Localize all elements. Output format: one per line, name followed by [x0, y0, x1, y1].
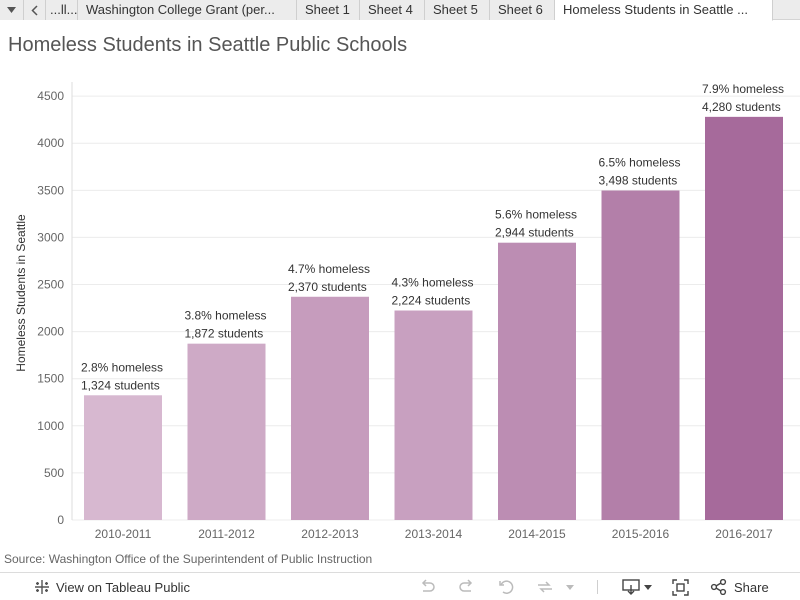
- y-tick-label: 4500: [37, 89, 64, 103]
- x-tick-label: 2013-2014: [405, 527, 463, 541]
- refresh-button[interactable]: [536, 573, 554, 600]
- x-axis-ticks: 2010-2011 2011-2012 2012-2013 2013-2014 2014…: [95, 527, 773, 541]
- x-tick-label: 2010-2011: [95, 527, 152, 541]
- y-tick-label: 3500: [37, 183, 64, 197]
- sheet-tab-1[interactable]: Washington College Grant (per...: [78, 0, 297, 20]
- bar[interactable]: [291, 296, 369, 520]
- y-tick-label: 3000: [37, 230, 64, 244]
- bar-label-count: 2,944 students: [495, 226, 574, 240]
- triangle-down-icon: [7, 7, 16, 13]
- refresh-icon: [538, 581, 552, 593]
- bar-label-count: 4,280 students: [702, 100, 781, 114]
- view-on-tableau-public-link[interactable]: View on Tableau Public: [34, 573, 190, 600]
- bar-label-count: 2,224 students: [392, 294, 471, 308]
- x-tick-label: 2014-2015: [508, 527, 566, 541]
- bar-label-percent: 3.8% homeless: [185, 309, 267, 323]
- y-axis-label: Homeless Students in Seattle: [14, 214, 28, 372]
- y-tick-label: 500: [44, 466, 64, 480]
- y-tick-label: 1500: [37, 372, 64, 386]
- redo-button[interactable]: [458, 573, 476, 600]
- chart-title: Homeless Students in Seattle Public Scho…: [8, 34, 408, 56]
- toolbar-divider: [597, 580, 598, 594]
- bar-label-percent: 6.5% homeless: [599, 156, 681, 170]
- revert-icon: [499, 580, 514, 594]
- share-icon: [710, 579, 727, 595]
- bar[interactable]: [84, 395, 162, 520]
- y-tick-label: 2500: [37, 278, 64, 292]
- bar-label-percent: 4.7% homeless: [288, 262, 370, 276]
- bar[interactable]: [498, 242, 576, 520]
- share-button[interactable]: Share: [710, 573, 769, 600]
- refresh-dropdown[interactable]: [566, 573, 574, 600]
- chevron-left-icon: [31, 4, 38, 16]
- sheet-tab-3[interactable]: Sheet 4: [360, 0, 425, 20]
- sheet-tab-2[interactable]: Sheet 1: [297, 0, 360, 20]
- fullscreen-icon: [672, 578, 689, 596]
- tableau-logo-icon: [35, 580, 49, 594]
- tableau-toolbar: View on Tableau Public Share: [0, 572, 800, 600]
- sheet-tab-bar: ...ll... Washington College Grant (per..…: [0, 0, 800, 21]
- share-label: Share: [734, 579, 769, 595]
- x-tick-label: 2012-2013: [301, 527, 359, 541]
- undo-icon: [421, 579, 435, 592]
- bar[interactable]: [187, 343, 266, 520]
- x-tick-label: 2016-2017: [715, 527, 773, 541]
- y-tick-label: 1000: [37, 419, 64, 433]
- tab-menu-button[interactable]: [0, 0, 24, 20]
- download-icon: [622, 579, 640, 595]
- view-on-tableau-public-label: View on Tableau Public: [56, 579, 190, 595]
- bar-data-labels: 2.8% homeless 1,324 students 3.8% homeless…: [81, 82, 784, 392]
- bar-label-percent: 7.9% homeless: [702, 82, 784, 96]
- bar-label-count: 1,872 students: [185, 327, 264, 341]
- y-tick-label: 4000: [37, 136, 64, 150]
- x-tick-label: 2015-2016: [612, 527, 670, 541]
- triangle-down-icon: [566, 584, 574, 590]
- y-axis-ticks: 0 500 1000 1500 2000 2500 3000 3500 4000 4500: [37, 89, 64, 527]
- source-note: Source: Washington Office of the Superin…: [4, 552, 373, 566]
- x-tick-label: 2011-2012: [198, 527, 255, 541]
- bar-label-count: 3,498 students: [599, 174, 678, 188]
- fullscreen-button[interactable]: [672, 573, 689, 600]
- sheet-tab-6-active[interactable]: Homeless Students in Seattle ...: [555, 0, 773, 21]
- bar-label-percent: 2.8% homeless: [81, 360, 163, 374]
- y-tick-label: 2000: [37, 325, 64, 339]
- bar-label-count: 1,324 students: [81, 378, 160, 392]
- download-button[interactable]: [622, 573, 652, 600]
- bars: [84, 116, 783, 520]
- sheet-tab-5[interactable]: Sheet 6: [490, 0, 555, 20]
- bar[interactable]: [705, 116, 783, 520]
- sheet-tab-4[interactable]: Sheet 5: [425, 0, 490, 20]
- redo-icon: [459, 579, 473, 592]
- bar[interactable]: [601, 190, 680, 520]
- bar-label-percent: 4.3% homeless: [392, 276, 474, 290]
- sheet-tab-0[interactable]: ...ll...: [46, 0, 78, 20]
- y-tick-label: 0: [57, 513, 64, 527]
- triangle-down-icon: [644, 584, 652, 590]
- revert-button[interactable]: [498, 573, 516, 600]
- bar[interactable]: [394, 310, 473, 520]
- undo-button[interactable]: [418, 573, 436, 600]
- bar-label-count: 2,370 students: [288, 280, 367, 294]
- bar-label-percent: 5.6% homeless: [495, 208, 577, 222]
- bar-chart: 0 500 1000 1500 2000 2500 3000 3500 4000 4500 Hom…: [14, 82, 800, 541]
- tab-prev-button[interactable]: [24, 0, 46, 20]
